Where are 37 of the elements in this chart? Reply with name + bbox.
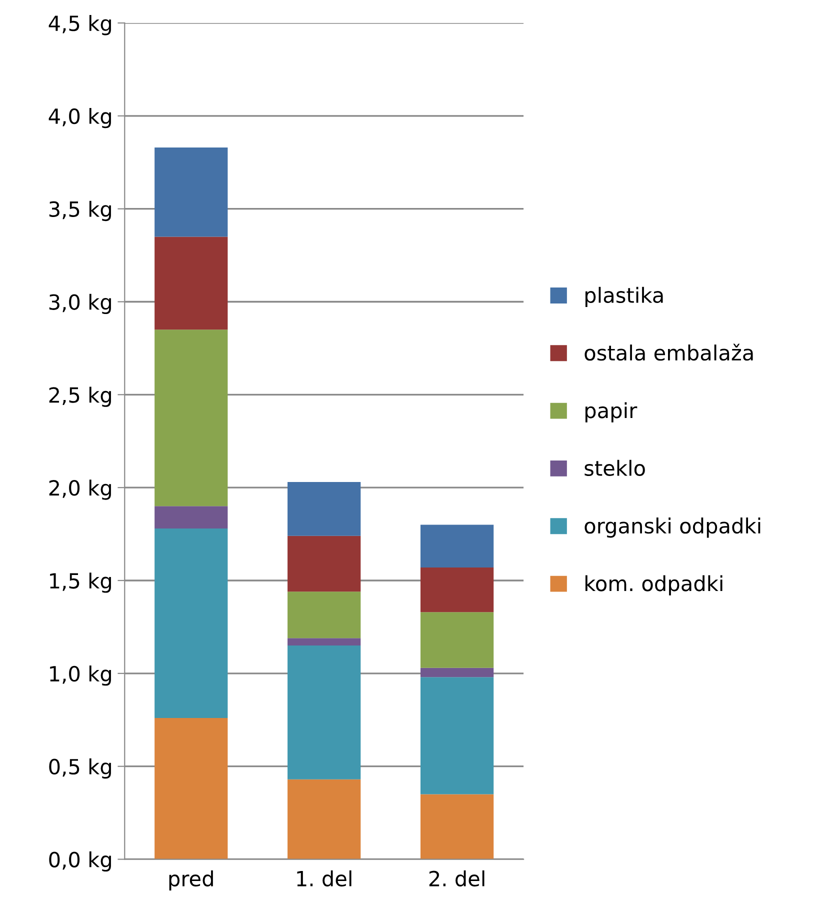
bar [154,147,228,237]
legend-label: ostala embalaža [584,344,753,361]
x-tick-label: 2. del [429,870,484,886]
bar [420,668,494,678]
y-tick-label: 0,0 kg [49,851,111,872]
bar [154,718,228,860]
y-tick-label: 1,5 kg [50,572,111,593]
y-tick-label: 4,5 kg [48,15,111,36]
legend-label: papir [585,402,638,422]
y-tick-label: 0,5 kg [49,758,111,779]
bar [420,612,494,668]
bar [154,528,228,718]
y-tick-label: 1,0 kg [50,666,111,686]
bar [288,638,361,646]
y-tick-label: 2,0 kg [49,480,111,500]
bar [288,536,361,592]
bar [154,506,228,528]
bar [420,567,494,612]
bar [420,524,494,568]
legend-label: kom. odpadki [585,575,722,596]
y-tick-label: 4,0 kg [48,108,111,128]
bar [154,330,228,506]
x-tick-label: 1. del [297,870,352,886]
bar [288,592,361,638]
legend-label: steklo [584,460,645,476]
bar [288,646,361,780]
bar [288,779,361,860]
y-tick-label: 3,0 kg [49,294,111,314]
x-tick-label: pred [169,870,213,891]
bar [420,794,494,860]
legend-label: plastika [585,286,663,308]
y-tick-label: 2,5 kg [49,386,111,407]
bar [420,677,494,794]
legend-label: organski odpadki [584,518,760,538]
bar [154,236,228,330]
y-tick-label: 3,5 kg [49,200,111,222]
bar [288,482,361,536]
